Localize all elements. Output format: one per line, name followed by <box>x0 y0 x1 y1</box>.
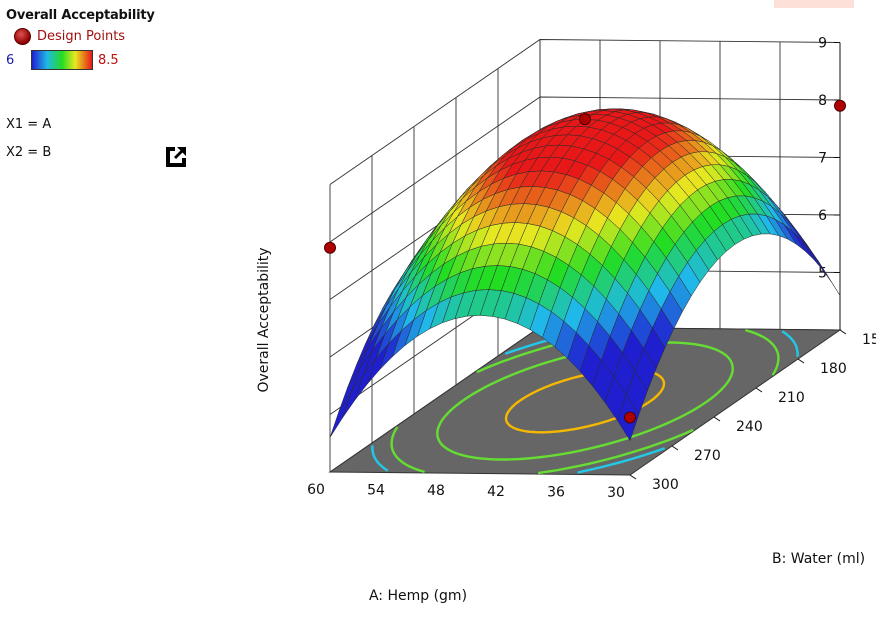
contour-line <box>745 328 780 376</box>
x-tick-label: 30 <box>607 485 625 501</box>
contour-line <box>390 426 425 474</box>
y-tick <box>839 329 847 335</box>
colorscale-max: 8.5 <box>98 52 119 68</box>
y-tick <box>713 416 721 422</box>
x-axis-title: A: Hemp (gm) <box>369 588 467 604</box>
design-point <box>579 113 591 126</box>
y-tick-label: 180 <box>820 361 847 377</box>
surface-patch <box>329 391 352 438</box>
design-points-label: Design Points <box>37 29 126 44</box>
contour-line <box>781 330 799 357</box>
surface-patch <box>792 230 815 260</box>
x-tick-label: 48 <box>427 483 445 499</box>
popout-button[interactable] <box>163 144 189 170</box>
z-tick-label: 7 <box>818 151 827 167</box>
x-tick-label: 60 <box>307 482 325 498</box>
legend-design-points: Design Points <box>6 28 155 45</box>
response-surface <box>329 108 841 442</box>
design-point-marker-icon <box>14 28 31 45</box>
surface-patch <box>801 239 823 270</box>
y-tick-label: 150 <box>862 332 876 348</box>
y-tick <box>629 474 637 480</box>
y-tick <box>797 358 805 364</box>
contour-line <box>371 445 389 472</box>
design-point <box>624 411 636 424</box>
z-axis-title: Overall Acceptability <box>256 247 272 392</box>
x-tick-label: 54 <box>367 483 385 499</box>
factor-x2: X2 = B <box>6 145 52 160</box>
z-tick-label: 9 <box>818 36 827 52</box>
z-tick-label: 6 <box>818 208 827 224</box>
contour-line <box>538 428 694 475</box>
colorscale-bar <box>31 50 93 70</box>
contour-line <box>577 447 666 474</box>
y-tick <box>755 387 763 393</box>
legend: Overall Acceptability Design Points 6 8.… <box>6 8 155 70</box>
design-point <box>834 99 846 112</box>
factor-x1: X1 = A <box>6 117 52 132</box>
y-tick-label: 210 <box>778 390 805 406</box>
legend-colorscale: 6 8.5 <box>6 50 155 70</box>
popout-icon <box>166 147 186 167</box>
design-point <box>324 241 336 254</box>
z-tick-label: 8 <box>818 93 827 109</box>
z-tick-label: 5 <box>818 266 827 282</box>
y-tick-label: 270 <box>694 448 721 464</box>
colorscale-min: 6 <box>6 52 15 68</box>
legend-title: Overall Acceptability <box>6 8 155 23</box>
x-tick-label: 42 <box>487 484 505 500</box>
corner-highlight <box>774 0 854 8</box>
y-tick-label: 300 <box>652 477 679 493</box>
y-axis-title: B: Water (ml) <box>772 551 865 567</box>
x-tick-label: 36 <box>547 484 565 500</box>
y-tick-label: 240 <box>736 419 763 435</box>
y-tick <box>671 445 679 451</box>
